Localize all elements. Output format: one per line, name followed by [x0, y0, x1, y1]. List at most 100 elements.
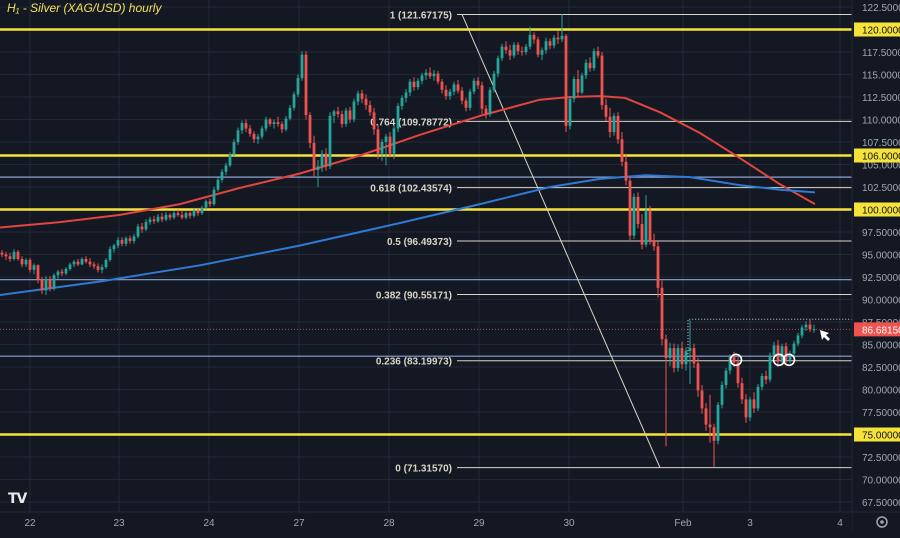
price-badge: [854, 202, 900, 217]
candle: [84, 259, 88, 262]
candle: [392, 128, 396, 154]
candle: [812, 329, 816, 331]
candle: [412, 81, 416, 88]
time-tick-label: 28: [383, 518, 395, 529]
candle: [104, 259, 108, 268]
candle: [160, 216, 164, 220]
candle: [132, 236, 136, 241]
price-tick-label: 117.50000: [862, 48, 900, 59]
candle: [332, 111, 336, 116]
candle: [72, 261, 76, 265]
price-tick-label: 80.00000: [862, 386, 900, 397]
candle: [232, 142, 236, 155]
price-axis[interactable]: 122.50000 120.00000 117.50000 115.00000 112.…: [851, 0, 900, 533]
candle: [684, 350, 688, 365]
candle: [660, 287, 664, 340]
candle: [516, 44, 520, 52]
candle: [732, 357, 736, 363]
time-axis[interactable]: 22 23 24 27 28 29 30 Feb 3 4: [0, 511, 900, 533]
candle: [808, 324, 812, 330]
price-badge-label: 86.68150: [862, 325, 900, 336]
candle: [280, 124, 284, 130]
candle: [356, 93, 360, 102]
candle: [352, 101, 356, 120]
candle: [448, 91, 452, 97]
fibonacci-retracement[interactable]: 1 (121.67175) 0.764 (109.78772) 0.618 (102…: [0, 10, 852, 475]
price-tick-label: 67.50000: [862, 498, 900, 509]
candle: [384, 136, 388, 142]
candle: [600, 55, 604, 106]
price-tick-label: 72.50000: [862, 453, 900, 464]
candle: [156, 216, 160, 222]
candle: [100, 267, 104, 270]
candle: [576, 79, 580, 93]
candle: [240, 123, 244, 131]
candle: [512, 44, 516, 56]
candle: [112, 245, 116, 250]
candle: [180, 214, 184, 218]
candle: [36, 265, 40, 280]
candle: [136, 226, 140, 237]
candle: [328, 115, 332, 167]
candle: [700, 390, 704, 409]
candle: [4, 254, 8, 257]
candle: [52, 275, 56, 289]
price-tick-label: 105.00000: [862, 161, 900, 172]
price-badge: [854, 148, 900, 163]
candle: [96, 266, 100, 270]
candle: [336, 111, 340, 115]
price-tick-label: 82.50000: [862, 363, 900, 374]
candle: [144, 222, 148, 230]
candle: [372, 112, 376, 130]
fib-level-label: 0.5 (96.49373): [387, 237, 452, 248]
candle: [436, 73, 440, 82]
candle: [464, 100, 468, 108]
candle: [784, 346, 788, 360]
candle: [652, 240, 656, 247]
candle: [408, 81, 412, 93]
candle: [748, 399, 752, 418]
candle: [400, 97, 404, 106]
candle: [768, 355, 772, 380]
candle: [800, 327, 804, 336]
candle: [24, 259, 28, 265]
candle: [176, 213, 180, 215]
time-tick-label: Feb: [674, 518, 692, 529]
candle: [504, 46, 508, 51]
candle: [788, 353, 792, 360]
candle: [40, 279, 44, 291]
candle: [268, 119, 272, 124]
candle: [364, 98, 368, 106]
fib-level-label: 0.382 (90.55171): [376, 291, 452, 302]
candle: [20, 259, 24, 265]
candle: [248, 128, 252, 134]
candle: [324, 153, 328, 167]
candle: [628, 180, 632, 236]
candle: [664, 339, 668, 358]
candle: [296, 78, 300, 95]
price-tick-label: 90.00000: [862, 296, 900, 307]
candle: [44, 278, 48, 291]
candle: [568, 98, 572, 126]
candle: [608, 116, 612, 133]
candle: [548, 41, 552, 46]
candle: [804, 324, 808, 328]
candle: [460, 90, 464, 101]
candle: [256, 136, 260, 140]
candle: [260, 128, 264, 137]
candle: [692, 348, 696, 364]
candle: [252, 133, 256, 140]
gear-icon[interactable]: [876, 516, 888, 528]
candle: [0, 252, 4, 255]
fib-level-label: 1 (121.67175): [390, 10, 452, 21]
candle: [208, 201, 212, 205]
time-tick-label: 4: [837, 518, 843, 529]
cursor-arrow-icon: [820, 330, 830, 341]
candle: [300, 54, 304, 79]
candle: [424, 72, 428, 76]
price-badge: [854, 22, 900, 37]
candle: [480, 85, 484, 109]
price-tick-label: 112.50000: [862, 93, 900, 104]
